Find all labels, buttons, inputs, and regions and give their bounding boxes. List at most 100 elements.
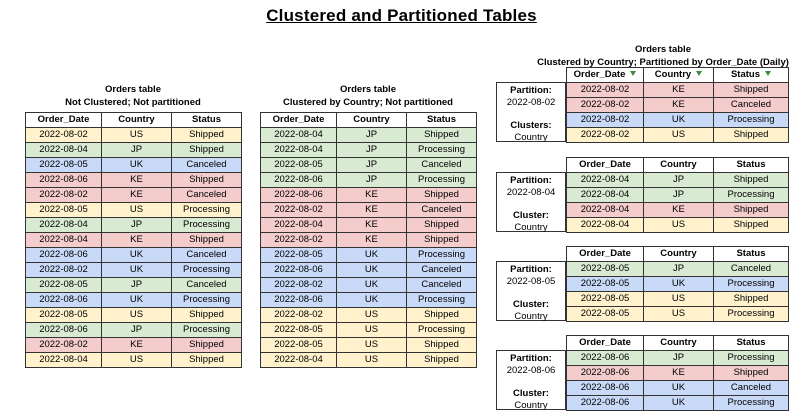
status-cell: Canceled [713,97,789,113]
column-header-order-date: Order_Date [566,246,644,262]
table-header-row: Order_Date Country Status [260,112,477,128]
table-header-row: Order_Date Country Status [566,157,789,173]
country-cell: UK [643,276,714,292]
table3-caption-subtitle: Clustered by Country; Partitioned by Ord… [537,56,789,68]
partition-label-box: Partition: 2022-08-06 Cluster: Country [496,350,566,411]
order-date-cell: 2022-08-05 [260,337,337,353]
table-row: 2022-08-04 KE Shipped [566,202,789,218]
status-cell: Canceled [406,262,477,278]
order-date-cell: 2022-08-04 [260,352,337,368]
status-cell: Canceled [406,202,477,218]
status-cell: Canceled [171,277,242,293]
column-header-order-date: Order_Date [566,67,644,83]
table-row: 2022-08-02 UK Canceled [260,277,477,293]
cluster-label: Clusters: [510,120,552,131]
status-cell: Processing [406,322,477,338]
page-title: Clustered and Partitioned Tables [266,6,537,25]
table-row: 2022-08-04 US Shipped [566,217,789,233]
status-cell: Shipped [406,307,477,323]
column-header-status: Status [713,67,789,83]
country-cell: KE [101,172,172,188]
table-row: 2022-08-06 UK Canceled [25,247,242,263]
table-row: 2022-08-05 UK Canceled [25,157,242,173]
status-cell: Processing [713,306,789,322]
order-date-cell: 2022-08-06 [260,187,337,203]
order-date-cell: 2022-08-06 [566,350,644,366]
status-cell: Processing [713,276,789,292]
table2-caption-subtitle: Clustered by Country; Not partitioned [283,96,453,108]
status-cell: Shipped [171,352,242,368]
country-cell: JP [336,142,407,158]
table-row: 2022-08-04 US Shipped [260,352,477,368]
country-cell: US [643,306,714,322]
order-date-cell: 2022-08-02 [25,262,102,278]
column-header-country: Country [643,157,714,173]
country-cell: US [101,352,172,368]
table-row: 2022-08-04 JP Processing [25,217,242,233]
table-row: 2022-08-06 UK Processing [260,292,477,308]
table-row: 2022-08-04 JP Processing [566,187,789,203]
table-row: 2022-08-04 JP Shipped [260,127,477,143]
column-header-order-date: Order_Date [260,112,337,128]
status-cell: Canceled [406,157,477,173]
order-date-cell: 2022-08-05 [566,291,644,307]
partition-label: Partition: [510,264,552,275]
status-cell: Shipped [171,307,242,323]
status-cell: Processing [713,187,789,203]
column-header-order-date: Order_Date [566,335,644,351]
table3-caption-title: Orders table [635,44,691,55]
column-header-status: Status [713,335,789,351]
table-row: 2022-08-06 KE Shipped [566,365,789,381]
order-date-cell: 2022-08-02 [566,82,644,98]
partition-value: 2022-08-05 [506,276,556,287]
table-row: 2022-08-02 US Shipped [260,307,477,323]
column-header-status: Status [713,157,789,173]
table-row: 2022-08-06 UK Processing [25,292,242,308]
status-cell: Processing [713,350,789,366]
country-cell: KE [101,232,172,248]
order-date-cell: 2022-08-02 [566,97,644,113]
table-row: 2022-08-05 JP Canceled [260,157,477,173]
country-cell: KE [643,365,714,381]
country-cell: KE [101,337,172,353]
country-cell: US [643,217,714,233]
country-cell: JP [643,350,714,366]
order-date-cell: 2022-08-02 [25,127,102,143]
order-date-cell: 2022-08-06 [25,247,102,263]
table-row: 2022-08-02 KE Canceled [25,187,242,203]
status-cell: Shipped [171,337,242,353]
status-cell: Shipped [713,291,789,307]
table2-caption-title: Orders table [340,84,396,95]
order-date-cell: 2022-08-04 [566,187,644,203]
partition-table: Order_Date Country Status 2022-08-02 KE Sh… [566,67,789,143]
filter-icon[interactable] [696,70,703,76]
country-cell: KE [101,187,172,203]
order-date-cell: 2022-08-04 [25,232,102,248]
table-row: 2022-08-02 KE Canceled [260,202,477,218]
status-cell: Shipped [171,232,242,248]
order-date-cell: 2022-08-06 [566,380,644,396]
partition-value: 2022-08-02 [506,97,556,108]
filter-icon[interactable] [630,70,637,76]
table-row: 2022-08-06 JP Processing [566,350,789,366]
order-date-cell: 2022-08-05 [260,157,337,173]
country-cell: UK [101,157,172,173]
country-cell: KE [643,202,714,218]
table-header-row: Order_Date Country Status [566,246,789,262]
order-date-cell: 2022-08-05 [25,307,102,323]
partition-label: Partition: [510,353,552,364]
cluster-label: Cluster: [513,388,549,399]
order-date-cell: 2022-08-02 [566,127,644,143]
table-row: 2022-08-02 KE Canceled [566,97,789,113]
country-cell: KE [643,97,714,113]
country-cell: JP [643,172,714,188]
table-row: 2022-08-06 UK Processing [566,395,789,411]
table-row: 2022-08-05 US Shipped [260,337,477,353]
partition-table: Order_Date Country Status 2022-08-06 JP Pr… [566,335,789,411]
order-date-cell: 2022-08-05 [25,157,102,173]
status-cell: Shipped [171,172,242,188]
filter-icon[interactable] [765,70,772,76]
country-cell: UK [101,292,172,308]
country-cell: UK [336,247,407,263]
column-header-order-date: Order_Date [25,112,102,128]
